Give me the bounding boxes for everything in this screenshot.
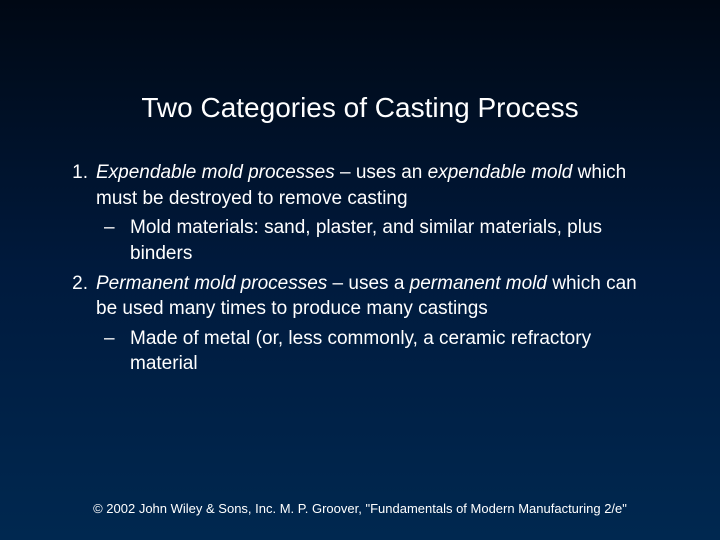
sub-bullet-1: –	[96, 215, 130, 266]
list-number-2: 2.	[62, 271, 96, 322]
list-item-1: 1. Expendable mold processes – uses an e…	[62, 160, 658, 211]
item1-lead: Expendable mold processes	[96, 162, 335, 183]
item1-emph: expendable mold	[428, 162, 573, 183]
item2-lead: Permanent mold processes	[96, 273, 327, 294]
list-text-2: Permanent mold processes – uses a perman…	[96, 271, 658, 322]
slide-title: Two Categories of Casting Process	[0, 0, 720, 160]
item1-mid: – uses an	[335, 162, 428, 183]
item2-mid: – uses a	[327, 273, 409, 294]
list-text-1: Expendable mold processes – uses an expe…	[96, 160, 658, 211]
sub-text-2: Made of metal (or, less commonly, a cera…	[130, 326, 658, 377]
item2-emph: permanent mold	[410, 273, 547, 294]
sub-item-2: – Made of metal (or, less commonly, a ce…	[96, 326, 658, 377]
list-number-1: 1.	[62, 160, 96, 211]
sub-text-1: Mold materials: sand, plaster, and simil…	[130, 215, 658, 266]
sub-item-1: – Mold materials: sand, plaster, and sim…	[96, 215, 658, 266]
footer-citation: © 2002 John Wiley & Sons, Inc. M. P. Gro…	[0, 501, 720, 516]
slide-content: 1. Expendable mold processes – uses an e…	[0, 160, 720, 377]
slide: Two Categories of Casting Process 1. Exp…	[0, 0, 720, 540]
list-item-2: 2. Permanent mold processes – uses a per…	[62, 271, 658, 322]
sub-bullet-2: –	[96, 326, 130, 377]
